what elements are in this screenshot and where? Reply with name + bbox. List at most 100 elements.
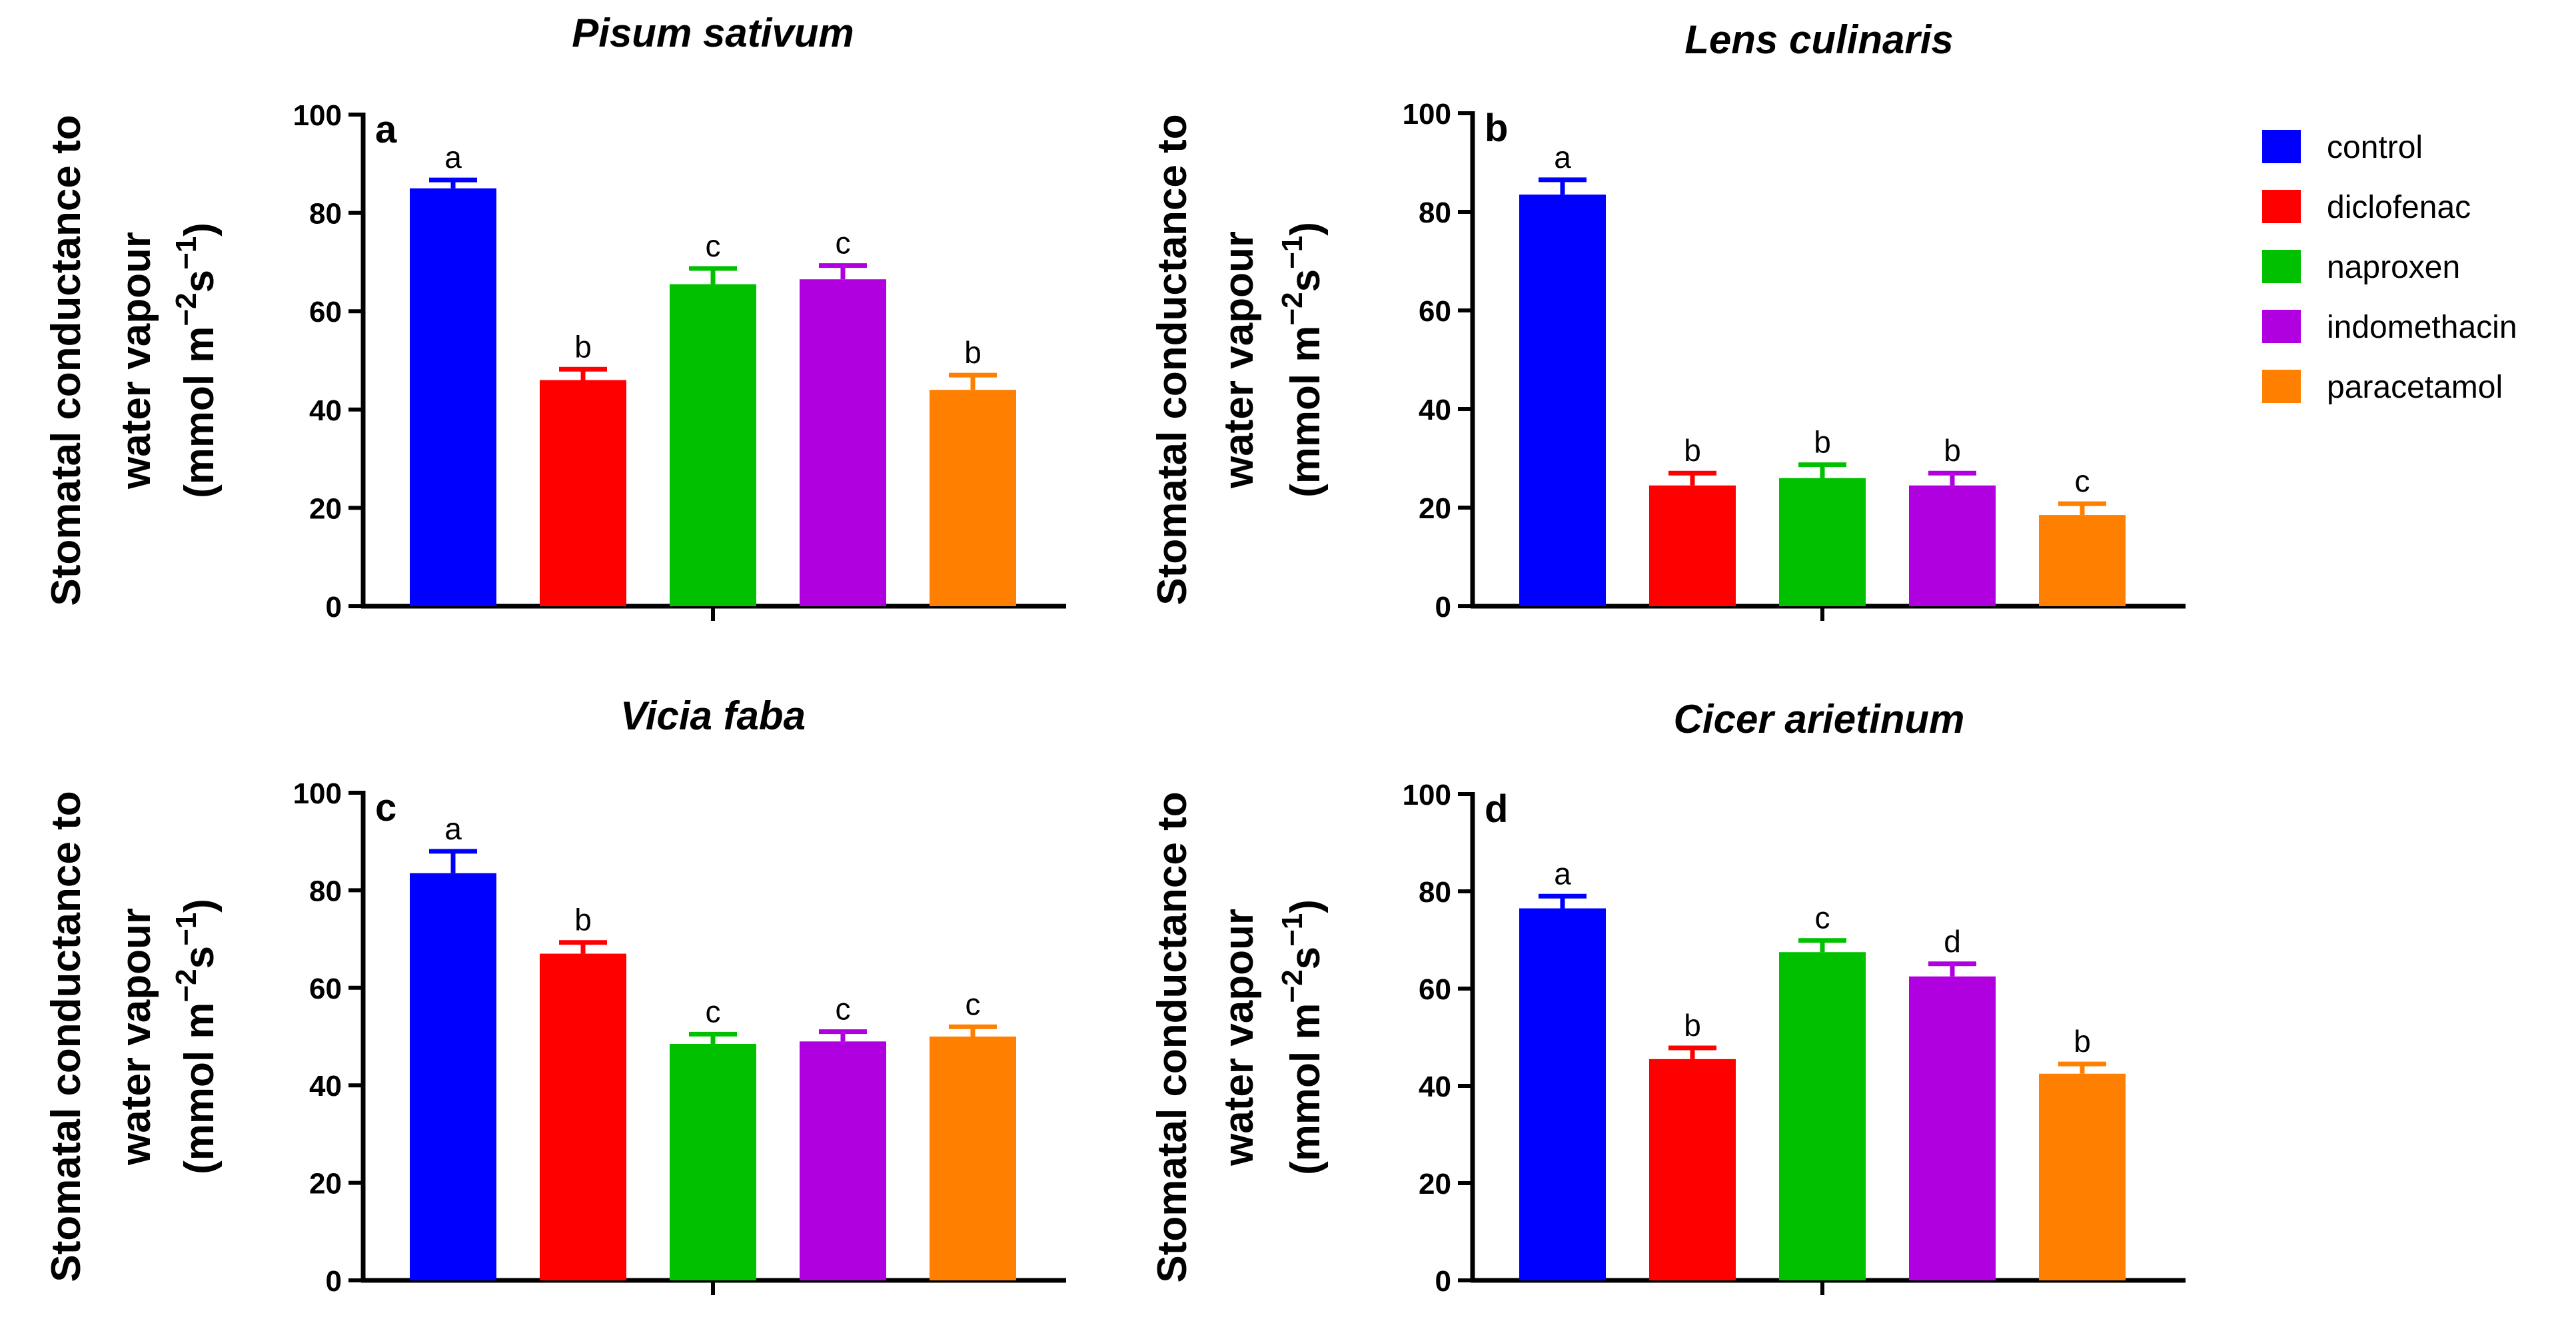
y-unit-exp1: −2 (170, 292, 203, 326)
y-tick-label: 80 (309, 198, 342, 230)
y-unit-exp1: −2 (170, 969, 203, 1002)
legend-swatch (2262, 310, 2301, 343)
y-axis-label-line2: water vapour (113, 908, 159, 1166)
bar-indomethacin (800, 1041, 886, 1280)
y-axis-label-line1: Stomatal conductance to (1149, 114, 1195, 605)
panel-label: d (1485, 787, 1508, 831)
y-tick-label: 60 (309, 296, 342, 328)
panel-d: Cicer arietinum Stomatal conductance to wa… (1149, 697, 2186, 1298)
bar-diclofenac (1649, 1059, 1736, 1280)
bar-paracetamol (2039, 1073, 2126, 1280)
significance-label: b (1684, 1008, 1701, 1043)
bar-diclofenac (540, 953, 626, 1280)
y-tick-label: 20 (1419, 1168, 1451, 1200)
y-unit-s: s (177, 270, 223, 292)
y-tick-label: 40 (309, 394, 342, 427)
y-tick-label: 0 (326, 1265, 342, 1298)
y-tick-label: 20 (309, 1168, 342, 1200)
significance-label: b (574, 329, 592, 364)
legend-label: naproxen (2327, 250, 2460, 285)
y-tick-label: 0 (326, 591, 342, 624)
legend-label: control (2327, 130, 2423, 165)
y-tick-label: 100 (293, 777, 342, 810)
significance-label: b (574, 903, 592, 937)
y-unit-exp2: −1 (170, 913, 203, 946)
bar-paracetamol (930, 1037, 1016, 1280)
y-tick-label: 0 (1435, 1265, 1451, 1298)
significance-label: c (706, 228, 721, 263)
panel-c: Vicia faba Stomatal conductance to water v… (43, 693, 1066, 1298)
legend-item-naproxen: naproxen (2262, 250, 2460, 285)
legend-swatch (2262, 190, 2301, 223)
significance-label: b (1814, 425, 1831, 460)
y-tick-label: 100 (1403, 779, 1451, 811)
y-unit-exp2: −1 (1276, 913, 1309, 947)
panel-a: Pisum sativum Stomatal conductance to wate… (43, 11, 1066, 624)
panel-b: Lens culinaris Stomatal conductance to wat… (1149, 17, 2186, 624)
y-tick-label: 60 (309, 973, 342, 1005)
y-axis-label-line3: (mmol m−2s−1) (170, 222, 223, 498)
bar-naproxen (670, 1043, 756, 1280)
y-axis-label-line3: (mmol m−2s−1) (170, 899, 223, 1174)
y-unit-prefix: (mmol m (177, 1003, 223, 1174)
legend-item-diclofenac: diclofenac (2262, 190, 2471, 225)
y-axis-label-line2: water vapour (113, 232, 159, 490)
legend-item-control: control (2262, 130, 2423, 165)
bar-naproxen (1779, 478, 1866, 606)
y-unit-suffix: ) (177, 899, 223, 913)
legend-item-indomethacin: indomethacin (2262, 310, 2517, 345)
y-unit-s: s (1283, 269, 1329, 292)
legend-item-paracetamol: paracetamol (2262, 370, 2503, 405)
chart-title: Pisum sativum (572, 11, 854, 55)
y-tick-label: 40 (309, 1070, 342, 1103)
bar-control (1519, 908, 1606, 1280)
y-unit-exp1: −2 (1276, 292, 1309, 325)
y-unit-prefix: (mmol m (1283, 326, 1329, 498)
legend-label: indomethacin (2327, 310, 2517, 345)
chart-title: Lens culinaris (1684, 17, 1953, 62)
bar-indomethacin (800, 279, 886, 606)
y-unit-exp2: −1 (1276, 236, 1309, 269)
y-axis-label-line3: (mmol m−2s−1) (1276, 222, 1329, 498)
y-tick-label: 40 (1419, 394, 1451, 426)
y-axis-label-line2: water vapour (1216, 909, 1262, 1166)
significance-label: b (1944, 433, 1961, 468)
bar-indomethacin (1909, 485, 1996, 606)
y-tick-label: 60 (1419, 973, 1451, 1006)
legend: control diclofenac naproxen indomethacin par… (2262, 130, 2517, 405)
y-axis-label-line1: Stomatal conductance to (1149, 791, 1195, 1282)
significance-label: c (706, 994, 721, 1029)
legend-swatch (2262, 370, 2301, 403)
significance-label: a (444, 140, 462, 175)
significance-label: c (836, 226, 851, 260)
y-unit-exp2: −1 (170, 236, 203, 270)
y-tick-label: 20 (1419, 492, 1451, 525)
legend-label: paracetamol (2327, 370, 2503, 405)
bar-paracetamol (2039, 515, 2126, 606)
bar-diclofenac (1649, 485, 1736, 606)
significance-label: a (1554, 856, 1571, 891)
significance-label: c (836, 992, 851, 1027)
legend-label: diclofenac (2327, 190, 2471, 225)
y-unit-suffix: ) (1283, 222, 1329, 236)
y-axis-label-line1: Stomatal conductance to (43, 115, 89, 606)
y-axis-label-line1: Stomatal conductance to (43, 791, 89, 1282)
y-unit-exp1: −2 (1276, 969, 1309, 1003)
y-unit-s: s (1283, 947, 1329, 969)
y-tick-label: 80 (1419, 197, 1451, 229)
panel-label: a (375, 108, 397, 151)
legend-swatch (2262, 250, 2301, 283)
significance-label: a (444, 811, 462, 846)
y-tick-label: 60 (1419, 295, 1451, 328)
significance-label: b (964, 335, 981, 370)
bar-control (410, 188, 496, 606)
panel-label: b (1485, 107, 1508, 150)
bar-paracetamol (930, 390, 1016, 606)
y-tick-label: 80 (309, 875, 342, 907)
y-tick-label: 0 (1435, 591, 1451, 624)
y-unit-s: s (177, 946, 223, 969)
bar-control (1519, 195, 1606, 607)
bar-control (410, 873, 496, 1280)
y-tick-label: 100 (1403, 98, 1451, 131)
